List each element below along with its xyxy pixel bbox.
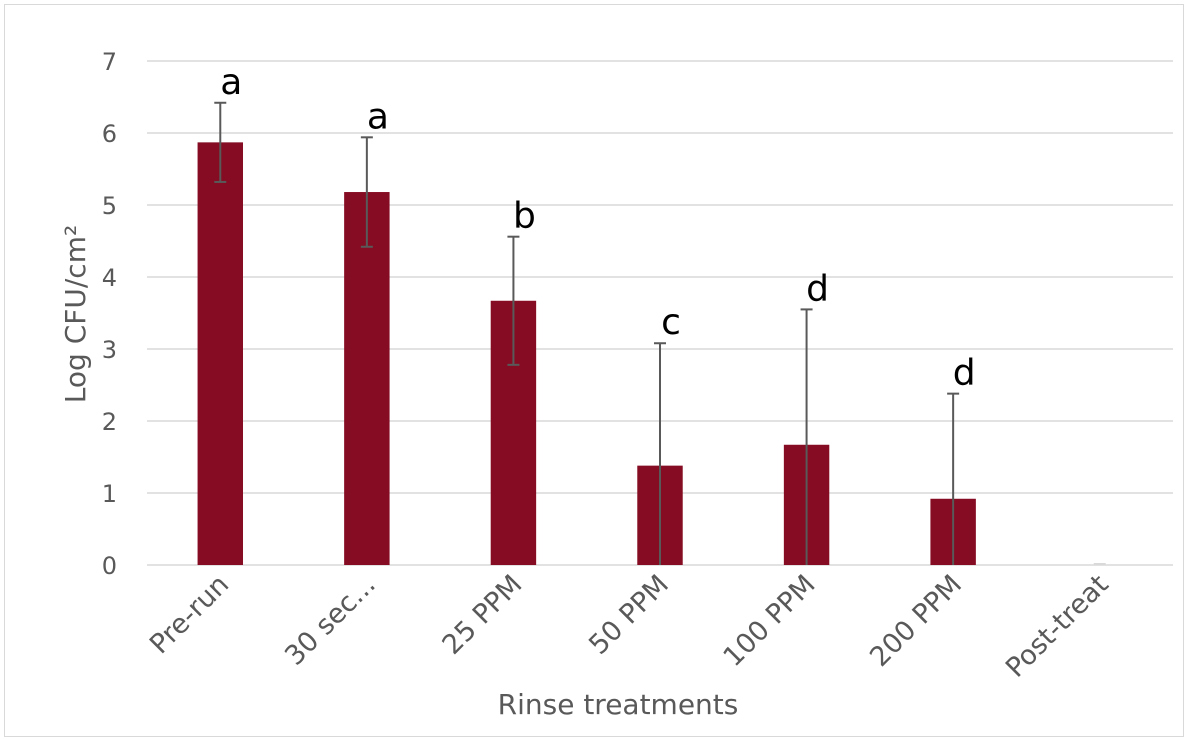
significance-label: d — [806, 268, 829, 309]
error-bars — [214, 101, 960, 565]
error-bar — [800, 308, 813, 565]
bar — [197, 142, 244, 566]
error-bar — [507, 235, 520, 366]
y-tick-label: 1 — [102, 480, 117, 508]
x-tick-label: 25 PPM — [437, 569, 529, 661]
y-tick-label: 4 — [102, 264, 117, 292]
error-bar — [947, 392, 960, 565]
x-tick-label: Post-treat — [1000, 569, 1115, 684]
y-tick-label: 2 — [102, 408, 117, 436]
gridlines — [147, 60, 1173, 566]
error-bar — [214, 101, 227, 183]
x-tick-label: 100 PPM — [718, 569, 822, 673]
x-tick-label: 50 PPM — [583, 569, 675, 661]
error-bar — [360, 136, 373, 248]
x-axis-labels: Pre-run 30 sec... 25 PPM 50 PPM 100 PPM 200 P… — [144, 569, 1115, 684]
significance-label: c — [661, 302, 681, 343]
x-axis-title: Rinse treatments — [498, 688, 739, 721]
significance-labels: a a b c d d — [220, 62, 975, 394]
y-tick-label: 0 — [102, 552, 117, 580]
x-tick-label: 30 sec... — [279, 569, 382, 672]
error-bar — [654, 342, 666, 565]
y-axis-title: Log CFU/cm² — [59, 225, 92, 403]
significance-label: a — [367, 96, 389, 137]
x-tick-label: Pre-run — [144, 569, 235, 660]
y-axis-ticks: 0 1 2 3 4 5 6 7 — [102, 48, 117, 580]
y-tick-label: 6 — [102, 120, 117, 148]
y-tick-label: 5 — [102, 192, 117, 220]
significance-label: a — [220, 62, 242, 103]
bar — [344, 192, 390, 566]
y-tick-label: 7 — [102, 48, 117, 76]
y-tick-label: 3 — [102, 336, 117, 364]
x-tick-label: 200 PPM — [864, 569, 968, 673]
significance-label: d — [953, 353, 976, 394]
significance-label: b — [513, 196, 536, 237]
